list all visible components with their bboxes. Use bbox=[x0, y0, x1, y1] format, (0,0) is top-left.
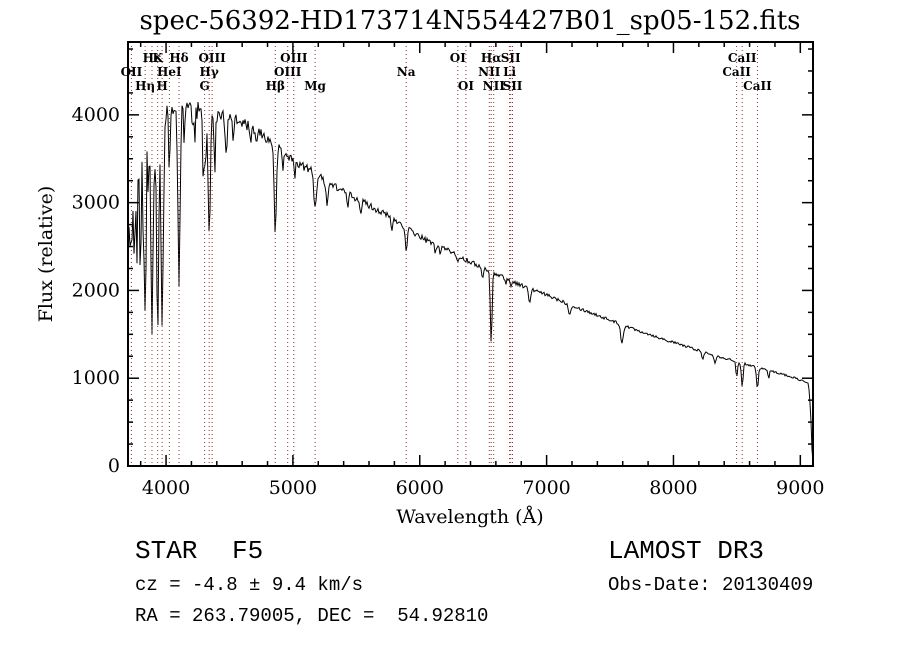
spectrum-trace bbox=[127, 101, 814, 462]
x-tick-label: 5000 bbox=[269, 477, 317, 499]
x-axis-title: Wavelength (Å) bbox=[396, 506, 543, 528]
spectral-line-label: Hε bbox=[143, 51, 162, 65]
y-axis-title: Flux (relative) bbox=[35, 186, 57, 323]
spectral-line-label: Hγ bbox=[200, 65, 219, 79]
spectral-line-label: OIII bbox=[274, 65, 302, 79]
x-tick-label: 4000 bbox=[142, 477, 190, 499]
y-tick-label: 1000 bbox=[72, 367, 120, 389]
spectral-line-label: Li bbox=[503, 65, 516, 79]
x-tick-label: 7000 bbox=[522, 477, 570, 499]
spectral-line-label: OI bbox=[450, 51, 466, 65]
y-tick-label: 2000 bbox=[72, 279, 120, 301]
x-tick-label: 8000 bbox=[649, 477, 697, 499]
plot-title: spec-56392-HD173714N554427B01_sp05-152.f… bbox=[139, 6, 800, 36]
spectral-line-label: OIII bbox=[198, 51, 226, 65]
y-tick-label: 0 bbox=[108, 455, 120, 477]
plot-frame bbox=[127, 41, 814, 467]
spectral-line-label: Hη bbox=[135, 79, 155, 93]
obs-date: Obs-Date: 20130409 bbox=[608, 574, 813, 596]
spectral-line-label: CaII bbox=[728, 51, 757, 65]
survey-label: LAMOST DR3 bbox=[608, 536, 764, 566]
subclass-label: F5 bbox=[232, 536, 263, 566]
spectral-line-label: K bbox=[152, 51, 163, 65]
spectral-line-label: Mg bbox=[304, 79, 326, 93]
classification-label: STAR bbox=[135, 536, 197, 566]
spectral-line-label: H bbox=[156, 79, 167, 93]
spectral-line-label: Na bbox=[397, 65, 416, 79]
y-tick-label: 4000 bbox=[72, 104, 120, 126]
spectral-line-label: SII bbox=[501, 51, 521, 65]
x-tick-label: 6000 bbox=[396, 477, 444, 499]
spectral-line-label: OII bbox=[121, 65, 143, 79]
spectral-line-label: Hβ bbox=[266, 79, 285, 93]
axes: 4000 5000 6000 7000 8000 9000 0 1000 2000 3000 400… bbox=[72, 42, 824, 499]
spectral-line-label: G bbox=[199, 79, 209, 93]
spectral-line-label: NII bbox=[478, 65, 501, 79]
spectral-line-label: Hα bbox=[481, 51, 502, 65]
spectral-line-markers: OIIHηHεKHHeIHδGHγOIIIHβOIIIOIIIMgNaOIOIN… bbox=[121, 42, 772, 466]
spectral-line-label: OI bbox=[458, 79, 474, 93]
x-tick-label: 9000 bbox=[776, 477, 824, 499]
y-tick-label: 3000 bbox=[72, 192, 120, 214]
spectral-line-label: Hδ bbox=[169, 51, 188, 65]
spectral-line-label: SII bbox=[503, 79, 523, 93]
spectral-line-label: OIII bbox=[280, 51, 308, 65]
spectral-line-label: CaII bbox=[722, 65, 751, 79]
spectral-line-label: HeI bbox=[157, 65, 182, 79]
cz-value: cz = -4.8 ± 9.4 km/s bbox=[135, 574, 363, 596]
spectral-line-label: NII bbox=[483, 79, 506, 93]
spectral-line-label: CaII bbox=[743, 79, 772, 93]
ra-dec-value: RA = 263.79005, DEC = 54.92810 bbox=[135, 605, 488, 627]
